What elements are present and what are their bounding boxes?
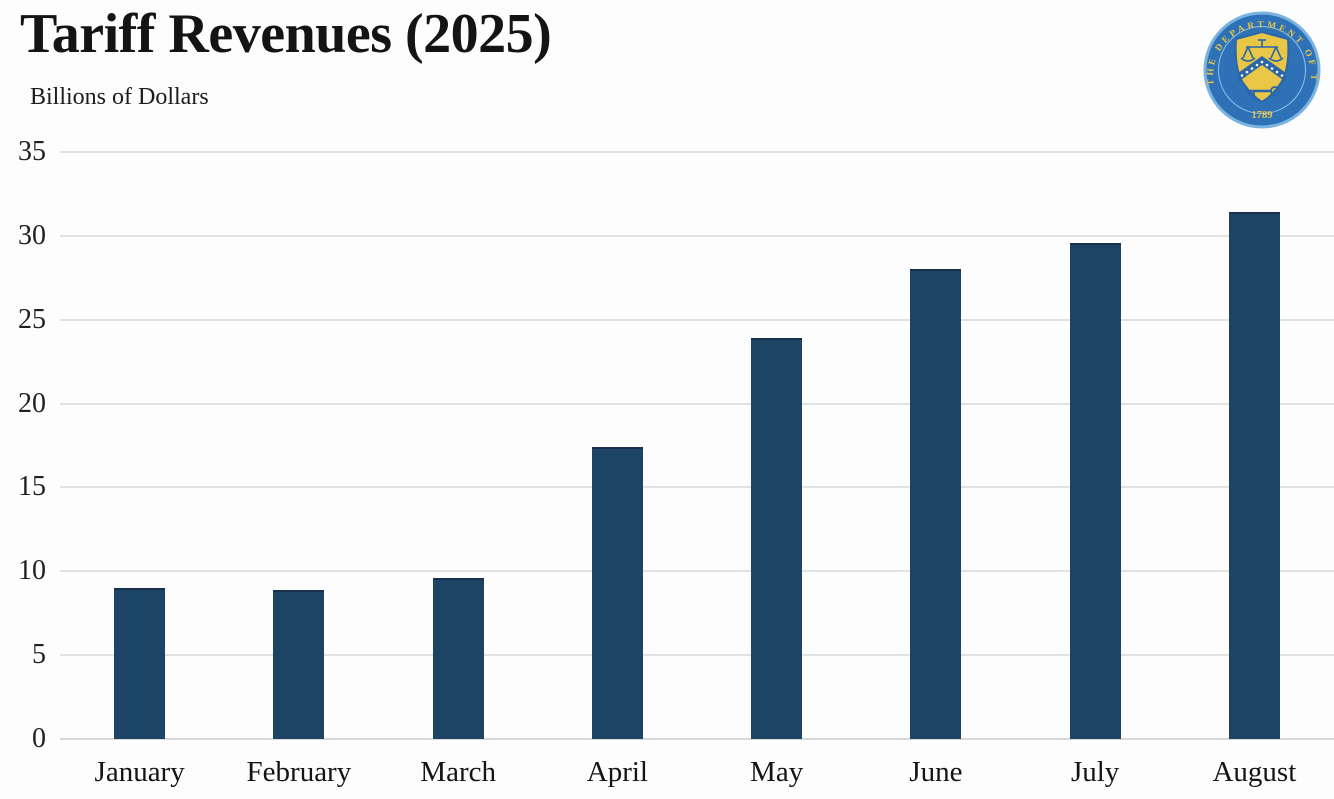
x-tick-label-august: August [1212, 756, 1297, 788]
y-tick-label-20: 20 [18, 387, 46, 419]
x-tick-label-january: January [94, 756, 185, 788]
x-tick-label-february: February [246, 756, 352, 788]
y-axis-tick-labels: 0 5 10 15 20 25 30 35 [0, 136, 46, 754]
y-tick-label-5: 5 [32, 639, 46, 671]
x-tick-label-april: April [586, 756, 648, 788]
bar-july [1069, 242, 1121, 739]
gridline-y-35 [60, 151, 1334, 153]
bar-april [591, 447, 643, 739]
plot-area [60, 151, 1334, 740]
gridline-y-5 [60, 654, 1334, 657]
x-axis-tick-labels: January February March April May June July Augu… [60, 750, 1334, 794]
bar-january [114, 588, 166, 739]
x-tick-label-june: June [909, 756, 963, 788]
gridline-y-15 [60, 486, 1334, 489]
chart-y-axis-unit-label: Billions of Dollars [30, 84, 209, 110]
seal-inner-ring [1218, 26, 1306, 114]
seal-scales-icon [1240, 39, 1284, 62]
x-tick-label-march: March [420, 756, 496, 788]
chart-title: Tariff Revenues (2025) [20, 3, 552, 65]
gridline-y-0 [60, 738, 1334, 740]
y-tick-label-35: 35 [18, 136, 46, 167]
gridline-y-30 [60, 234, 1334, 237]
bar-august [1228, 212, 1280, 739]
seal-key-icon [1246, 86, 1280, 96]
y-tick-label-25: 25 [18, 303, 46, 335]
y-tick-label-10: 10 [18, 555, 46, 587]
seal-chevron-stars [1240, 60, 1284, 77]
gridline-y-25 [60, 318, 1334, 321]
x-tick-label-may: May [750, 756, 804, 788]
seal-year: 1789 [1252, 110, 1273, 121]
gridline-y-20 [60, 402, 1334, 405]
treasury-seal-logo: THE DEPARTMENT OF THE TREASURY [1202, 6, 1321, 129]
bar-february [273, 589, 325, 739]
bar-march [432, 578, 484, 739]
y-tick-label-0: 0 [32, 723, 46, 754]
gridline-y-10 [60, 570, 1334, 573]
bar-may [751, 338, 803, 739]
bar-june [910, 269, 962, 739]
y-tick-label-15: 15 [18, 471, 46, 503]
x-tick-label-july: July [1070, 756, 1120, 788]
y-tick-label-30: 30 [18, 219, 46, 251]
